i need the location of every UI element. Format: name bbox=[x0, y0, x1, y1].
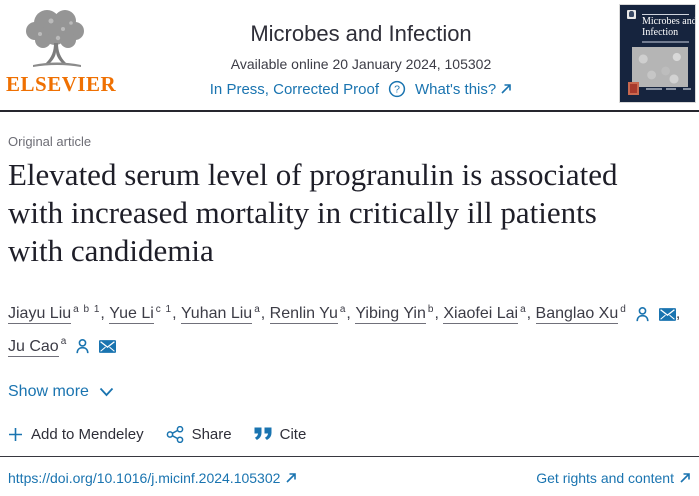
circle-question-icon[interactable]: ? bbox=[388, 80, 406, 98]
whats-this-link[interactable]: What's this? bbox=[415, 81, 512, 98]
cover-elsevier-mark-icon bbox=[627, 10, 636, 19]
author-name[interactable]: Yuhan Liu bbox=[181, 305, 253, 325]
doi-text: https://doi.org/10.1016/j.micinf.2024.10… bbox=[8, 469, 281, 486]
cover-footer-text-line bbox=[683, 88, 691, 90]
author-affiliation-sup: c 1 bbox=[155, 304, 173, 315]
author-name[interactable]: Renlin Yu bbox=[269, 305, 338, 325]
person-outline-icon[interactable] bbox=[74, 338, 91, 355]
show-more-button[interactable]: Show more bbox=[8, 383, 114, 401]
plus-icon bbox=[8, 427, 23, 442]
arrow-up-right-icon bbox=[285, 472, 297, 484]
cover-footer-text-line bbox=[666, 88, 676, 90]
arrow-up-right-icon bbox=[500, 83, 512, 95]
journal-cover-thumbnail[interactable]: Microbes and Infection bbox=[620, 5, 695, 102]
cover-title-line2: Infection bbox=[642, 27, 679, 38]
envelope-icon[interactable] bbox=[99, 340, 117, 353]
article-actions: Add to Mendeley Share Ci bbox=[8, 425, 691, 443]
in-press-link[interactable]: In Press, Corrected Proof bbox=[209, 80, 379, 98]
cover-micrograph-image bbox=[632, 47, 688, 87]
journal-info: Microbes and Infection Available online … bbox=[108, 5, 614, 98]
author-affiliation-sup: b bbox=[427, 304, 435, 315]
get-rights-link[interactable]: Get rights and content bbox=[536, 470, 691, 486]
footer-divider bbox=[0, 455, 699, 457]
double-quote-icon bbox=[254, 427, 272, 441]
cite-button[interactable]: Cite bbox=[254, 425, 307, 443]
author-affiliation-sup: a b 1 bbox=[73, 304, 101, 315]
doi-link[interactable]: https://doi.org/10.1016/j.micinf.2024.10… bbox=[8, 470, 297, 486]
share-button[interactable]: Share bbox=[166, 425, 232, 443]
status-row: In Press, Corrected Proof ? What's this? bbox=[108, 80, 614, 98]
journal-banner: ELSEVIER Microbes and Infection Availabl… bbox=[0, 0, 699, 112]
cover-footer-text-line bbox=[646, 88, 662, 90]
share-label: Share bbox=[191, 425, 232, 443]
envelope-icon[interactable] bbox=[658, 307, 676, 321]
cover-subtitle-line bbox=[642, 41, 689, 43]
elsevier-tree-icon bbox=[26, 10, 84, 67]
author-name[interactable]: Xiaofei Lai bbox=[443, 305, 519, 325]
elsevier-wordmark: ELSEVIER bbox=[6, 72, 117, 96]
article-title: Elevated serum level of progranulin is a… bbox=[8, 157, 618, 268]
cover-rule bbox=[642, 14, 689, 15]
share-nodes-icon bbox=[166, 425, 184, 443]
footer-row: https://doi.org/10.1016/j.micinf.2024.10… bbox=[0, 457, 699, 486]
author-name[interactable]: Banglao Xu bbox=[535, 305, 619, 325]
add-to-mendeley-label: Add to Mendeley bbox=[31, 425, 144, 443]
author-link[interactable]: Jiayu Liu a b 1 bbox=[8, 304, 109, 325]
svg-text:?: ? bbox=[394, 84, 400, 96]
author-link[interactable]: Yibing Yin b bbox=[355, 304, 443, 325]
author-link[interactable]: Xiaofei Lai a bbox=[443, 304, 536, 325]
arrow-up-right-icon bbox=[679, 472, 691, 484]
article-category: Original article bbox=[8, 134, 92, 149]
person-outline-icon[interactable] bbox=[634, 306, 651, 323]
author-affiliation-sup: a bbox=[520, 304, 527, 315]
author-name[interactable]: Ju Cao bbox=[8, 337, 59, 357]
article-header: Original article Elevated serum level of… bbox=[0, 134, 699, 443]
author-affiliation-sup: d bbox=[620, 304, 627, 315]
author-link[interactable]: Renlin Yu a bbox=[269, 304, 355, 325]
add-to-mendeley-button[interactable]: Add to Mendeley bbox=[8, 426, 144, 443]
get-rights-text: Get rights and content bbox=[536, 469, 674, 486]
author-affiliation-sup: a bbox=[339, 304, 347, 315]
availability-text: Available online 20 January 2024, 105302 bbox=[230, 56, 492, 72]
journal-title-link[interactable]: Microbes and Infection bbox=[250, 21, 472, 46]
cover-title-line1: Microbes and bbox=[642, 16, 695, 27]
cover-red-badge bbox=[628, 82, 639, 95]
author-name[interactable]: Yibing Yin bbox=[355, 305, 426, 325]
author-link[interactable]: Yuhan Liu a bbox=[181, 304, 270, 325]
whats-this-label: What's this? bbox=[415, 80, 497, 98]
author-link[interactable]: Banglao Xu d bbox=[535, 304, 680, 325]
author-name[interactable]: Yue Li bbox=[109, 305, 154, 325]
elsevier-logo[interactable]: ELSEVIER bbox=[6, 5, 117, 96]
author-link[interactable]: Ju Cao a bbox=[8, 336, 117, 357]
author-name[interactable]: Jiayu Liu bbox=[8, 305, 72, 325]
author-link[interactable]: Yue Li c 1 bbox=[109, 304, 181, 325]
show-more-label: Show more bbox=[8, 382, 89, 400]
chevron-down-icon bbox=[99, 387, 114, 397]
author-affiliation-sup: a bbox=[254, 304, 261, 315]
author-affiliation-sup: a bbox=[60, 336, 68, 348]
cite-label: Cite bbox=[279, 425, 307, 443]
